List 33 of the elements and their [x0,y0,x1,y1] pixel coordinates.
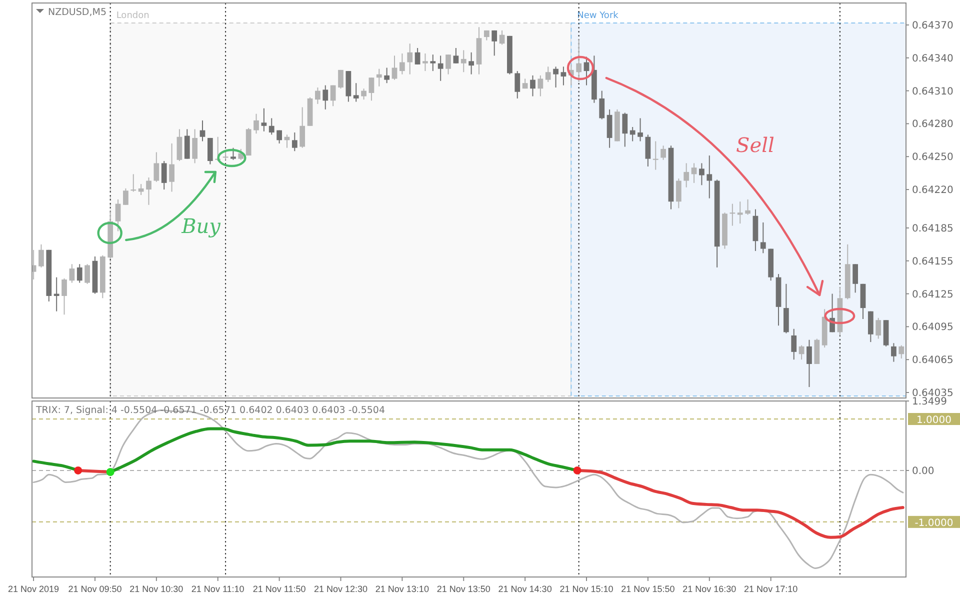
chart-title: NZDUSD,M5 [48,7,106,18]
y-tick-label: 0.64185 [912,223,954,234]
x-tick-label: 21 Nov 10:30 [130,584,184,594]
x-tick-label: 21 Nov 11:10 [191,584,244,594]
x-tick-label: 21 Nov 13:50 [436,584,490,594]
x-tick-label: 21 Nov 16:30 [682,584,736,594]
annotation: Sell [736,133,774,157]
band-label: New York [577,11,620,21]
y-tick-label: 0.64370 [912,20,954,32]
x-tick-label: 21 Nov 2019 [8,584,60,594]
annotation: Buy [180,214,222,238]
x-tick-label: 21 Nov 17:10 [744,584,798,594]
y-tick-label: 0.64095 [912,322,954,334]
y-tick-label: 0.64065 [912,355,954,366]
y-tick-label: 0.64250 [912,152,954,164]
x-tick-label: 21 Nov 12:30 [314,584,368,594]
x-tick-label: 21 Nov 09:50 [68,584,122,594]
y-tick-label: 0.64220 [912,185,954,196]
y-tick-label: 0.64340 [912,53,954,64]
band-label: London [116,11,150,21]
x-tick-label: 21 Nov 14:30 [498,584,552,594]
ref-line-label: 1.0000 [916,415,952,426]
x-tick-label: 21 Nov 15:50 [621,584,675,594]
y-tick-label: 0.64155 [912,256,954,268]
y-tick-label: 0.64125 [912,289,954,300]
x-tick-label: 21 Nov 15:10 [560,584,614,594]
ref-line-label: -1.0000 [914,518,954,529]
y-tick-label: 1.3499 [912,396,947,408]
x-tick-label: 21 Nov 11:50 [252,584,306,594]
y-tick-label: 0.64310 [912,86,954,98]
y-tick-label: 0.00 [912,466,934,477]
x-tick-label: 21 Nov 13:10 [375,584,429,594]
y-tick-label: 0.64280 [912,119,954,130]
